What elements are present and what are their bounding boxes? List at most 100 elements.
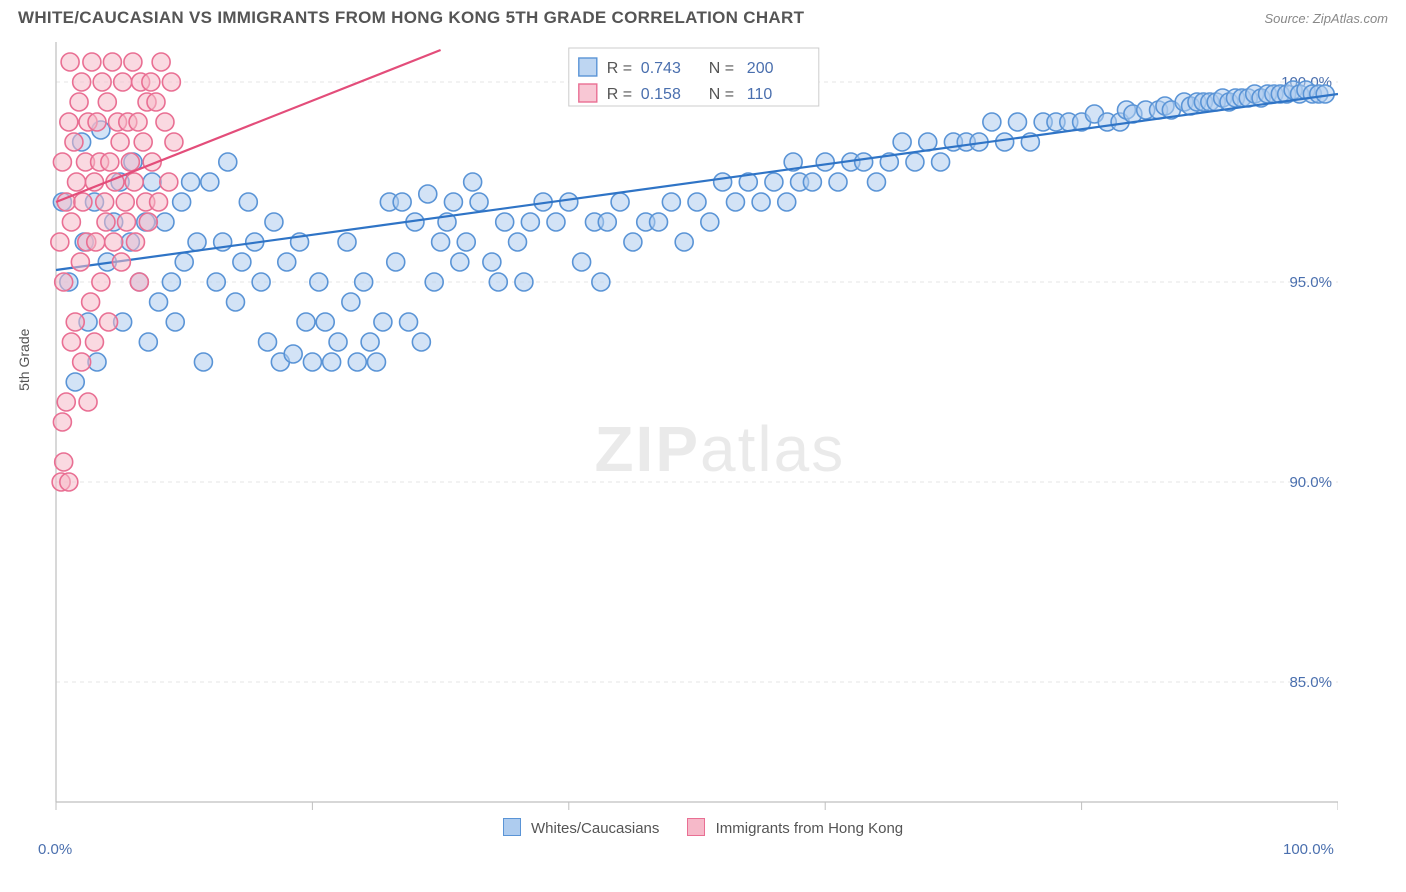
data-point — [194, 353, 212, 371]
data-point — [996, 133, 1014, 151]
svg-text:0.158: 0.158 — [641, 86, 681, 103]
data-point — [310, 273, 328, 291]
data-point — [57, 393, 75, 411]
data-point — [329, 333, 347, 351]
data-point — [82, 293, 100, 311]
data-point — [201, 173, 219, 191]
data-point — [239, 193, 257, 211]
data-point — [1009, 113, 1027, 131]
data-point — [444, 193, 462, 211]
data-point — [87, 233, 105, 251]
data-point — [932, 153, 950, 171]
data-point — [348, 353, 366, 371]
data-point — [116, 193, 134, 211]
data-point — [103, 53, 121, 71]
svg-text:200: 200 — [747, 60, 774, 77]
data-point — [233, 253, 251, 271]
legend-swatch-icon — [503, 818, 521, 836]
data-point — [483, 253, 501, 271]
data-point — [457, 233, 475, 251]
legend-item-hongkong: Immigrants from Hong Kong — [687, 818, 903, 837]
svg-text:85.0%: 85.0% — [1289, 674, 1332, 691]
data-point — [51, 233, 69, 251]
data-point — [121, 153, 139, 171]
data-point — [68, 173, 86, 191]
data-point — [65, 133, 83, 151]
data-point — [893, 133, 911, 151]
data-point — [374, 313, 392, 331]
data-point — [252, 273, 270, 291]
data-point — [598, 213, 616, 231]
data-point — [412, 333, 430, 351]
data-point — [60, 113, 78, 131]
data-point — [53, 413, 71, 431]
data-point — [139, 213, 157, 231]
data-point — [906, 153, 924, 171]
data-point — [778, 193, 796, 211]
data-point — [867, 173, 885, 191]
data-point — [765, 173, 783, 191]
x-axis-end-labels: 0.0% 100.0% — [0, 841, 1406, 861]
data-point — [752, 193, 770, 211]
data-point — [160, 173, 178, 191]
data-point — [419, 185, 437, 203]
data-point — [66, 313, 84, 331]
svg-text:110: 110 — [747, 86, 773, 103]
data-point — [55, 273, 73, 291]
data-point — [79, 393, 97, 411]
data-point — [714, 173, 732, 191]
data-point — [515, 273, 533, 291]
data-point — [88, 113, 106, 131]
data-point — [143, 173, 161, 191]
data-point — [342, 293, 360, 311]
data-point — [150, 293, 168, 311]
y-axis-label: 5th Grade — [16, 329, 32, 391]
data-point — [470, 193, 488, 211]
data-point — [139, 333, 157, 351]
x-axis-legend: Whites/Caucasians Immigrants from Hong K… — [0, 818, 1406, 837]
data-point — [726, 193, 744, 211]
data-point — [162, 73, 180, 91]
data-point — [105, 233, 123, 251]
data-point — [175, 253, 193, 271]
data-point — [393, 193, 411, 211]
data-point — [61, 53, 79, 71]
data-point — [93, 73, 111, 91]
legend-label: Whites/Caucasians — [531, 820, 659, 837]
data-point — [165, 133, 183, 151]
svg-text:90.0%: 90.0% — [1289, 474, 1332, 491]
data-point — [355, 273, 373, 291]
data-point — [509, 233, 527, 251]
data-point — [96, 193, 114, 211]
data-point — [425, 273, 443, 291]
data-point — [983, 113, 1001, 131]
data-point — [129, 113, 147, 131]
legend-label: Immigrants from Hong Kong — [716, 820, 904, 837]
x-max-label: 100.0% — [1283, 841, 1334, 858]
data-point — [323, 353, 341, 371]
data-point — [624, 233, 642, 251]
data-point — [560, 193, 578, 211]
correlation-legend: R =0.743N =200R =0.158N =110 — [569, 48, 819, 106]
data-point — [130, 273, 148, 291]
data-point — [361, 333, 379, 351]
page-title: WHITE/CAUCASIAN VS IMMIGRANTS FROM HONG … — [18, 8, 804, 28]
data-point — [592, 273, 610, 291]
legend-item-whites: Whites/Caucasians — [503, 818, 660, 837]
data-point — [387, 253, 405, 271]
data-point — [147, 93, 165, 111]
data-point — [400, 313, 418, 331]
data-point — [265, 213, 283, 231]
source-label: Source: ZipAtlas.com — [1264, 11, 1388, 26]
data-point — [662, 193, 680, 211]
data-point — [73, 73, 91, 91]
data-point — [162, 273, 180, 291]
data-point — [611, 193, 629, 211]
data-point — [66, 373, 84, 391]
data-point — [489, 273, 507, 291]
data-point — [98, 93, 116, 111]
data-point — [152, 53, 170, 71]
data-point — [368, 353, 386, 371]
data-point — [150, 193, 168, 211]
data-point — [855, 153, 873, 171]
